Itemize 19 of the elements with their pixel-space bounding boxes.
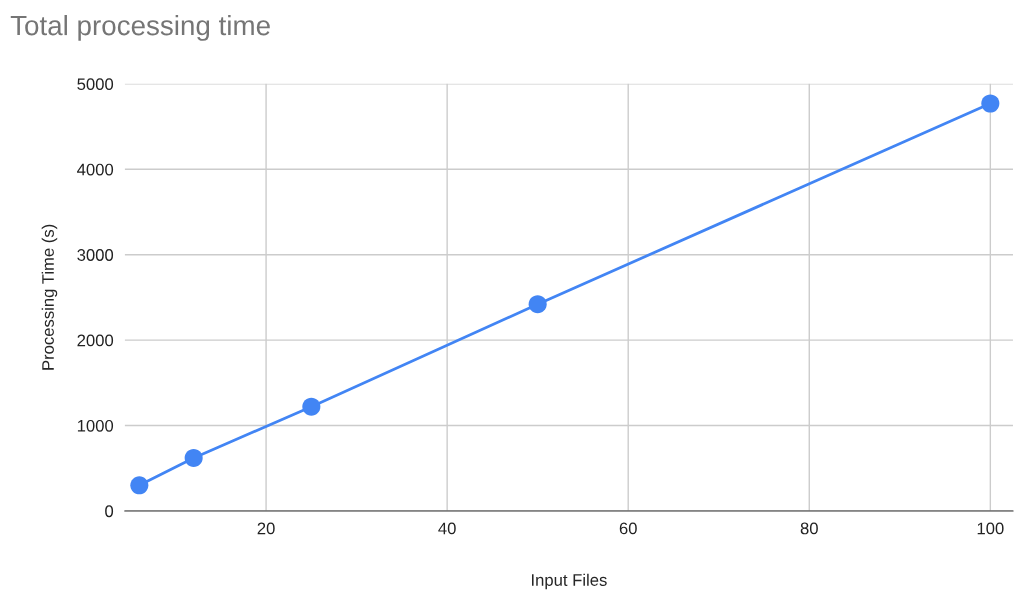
y-tick-label: 5000 xyxy=(77,78,114,91)
chart-title: Total processing time xyxy=(10,14,270,41)
point xyxy=(184,448,203,468)
point xyxy=(130,476,149,495)
y-tick-label: 4000 xyxy=(77,163,114,176)
point xyxy=(302,397,321,416)
x-axis-title: Input Files xyxy=(532,573,607,590)
y-tick-label: 2000 xyxy=(77,334,114,347)
point xyxy=(528,295,547,314)
x-tick-label: 80 xyxy=(800,522,818,535)
y-axis-title: Processing Time (s) xyxy=(41,224,58,370)
x-tick-label: 100 xyxy=(977,522,1004,535)
x-tick-label: 20 xyxy=(257,522,275,535)
x-tick-label: 60 xyxy=(619,522,637,535)
y-tick-label: 1000 xyxy=(77,419,114,432)
x-tick-label: 40 xyxy=(438,522,456,535)
point xyxy=(981,94,1000,113)
y-tick-label: 3000 xyxy=(77,249,114,261)
y-tick-label: 0 xyxy=(105,505,114,518)
